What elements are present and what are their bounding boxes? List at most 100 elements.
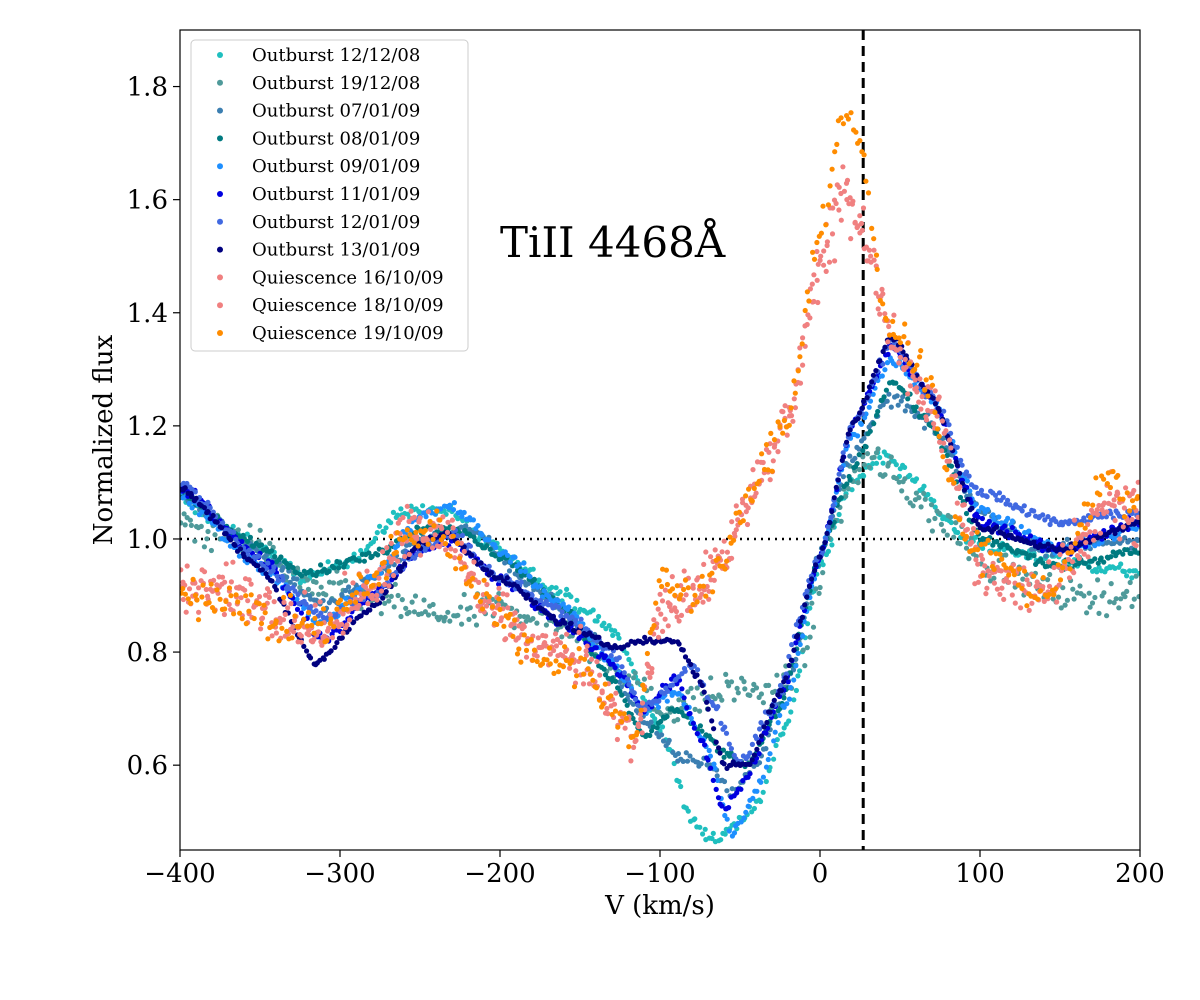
data-point <box>565 625 571 631</box>
data-point <box>516 646 522 652</box>
data-point <box>1060 565 1066 571</box>
data-point <box>985 568 991 574</box>
data-point <box>1085 501 1091 507</box>
data-point <box>678 783 684 790</box>
data-point <box>810 624 817 630</box>
data-point <box>873 460 880 466</box>
data-point <box>378 588 385 594</box>
data-point <box>994 586 1001 592</box>
data-point <box>208 581 214 587</box>
data-point <box>1028 593 1034 599</box>
y-tick-label: 1.8 <box>127 73 168 103</box>
data-point <box>907 383 914 389</box>
data-point <box>710 830 716 837</box>
data-point <box>967 488 973 494</box>
data-point <box>778 688 785 694</box>
data-point <box>728 746 735 752</box>
data-point <box>897 340 904 346</box>
data-point <box>912 366 918 372</box>
data-point <box>674 583 680 589</box>
data-point <box>940 454 946 460</box>
data-point <box>986 573 992 579</box>
data-point <box>613 678 619 685</box>
data-point <box>569 652 576 658</box>
data-point <box>967 492 973 498</box>
data-point <box>1087 604 1093 610</box>
data-point <box>958 457 964 463</box>
data-point <box>1009 548 1015 554</box>
data-point <box>329 635 336 641</box>
data-point <box>1054 599 1060 605</box>
data-point <box>800 633 806 639</box>
data-point <box>383 589 389 595</box>
data-point <box>791 697 797 703</box>
data-point <box>761 724 767 730</box>
data-point <box>343 595 349 601</box>
data-point <box>566 604 572 610</box>
data-point <box>896 335 902 341</box>
data-point <box>1056 582 1062 588</box>
data-point <box>910 503 916 509</box>
data-point <box>968 535 974 541</box>
data-point <box>1077 583 1083 589</box>
data-point <box>675 751 682 757</box>
data-point <box>709 835 715 842</box>
data-point <box>327 620 333 627</box>
data-point <box>847 427 853 433</box>
data-point <box>792 390 798 396</box>
data-point <box>275 577 281 584</box>
data-point <box>963 533 970 540</box>
data-point <box>783 671 789 677</box>
data-point <box>1026 511 1032 517</box>
data-point <box>1055 562 1061 568</box>
data-point <box>954 462 960 468</box>
data-point <box>657 591 663 597</box>
data-point <box>246 547 252 553</box>
data-point <box>721 538 727 544</box>
data-point <box>573 668 579 674</box>
data-point <box>318 621 324 627</box>
data-point <box>194 597 200 603</box>
data-point <box>711 761 717 767</box>
data-point <box>1111 540 1117 547</box>
data-point <box>1120 551 1126 557</box>
data-point <box>722 812 728 819</box>
data-point <box>479 532 485 538</box>
data-point <box>541 588 547 594</box>
data-point <box>688 685 694 691</box>
data-point <box>188 494 195 500</box>
data-point <box>681 695 687 701</box>
data-point <box>1133 573 1139 579</box>
data-point <box>201 544 207 550</box>
data-point <box>289 635 295 641</box>
data-point <box>378 570 384 576</box>
legend-marker <box>217 79 223 86</box>
data-point <box>812 568 818 574</box>
data-point <box>743 509 749 515</box>
data-point <box>786 662 792 669</box>
data-point <box>1065 556 1071 563</box>
data-point <box>979 556 986 562</box>
data-point <box>290 624 296 630</box>
y-axis: 0.60.81.01.21.41.61.8 <box>127 73 180 781</box>
data-point <box>608 653 614 659</box>
data-point <box>866 384 873 390</box>
data-point <box>447 502 453 508</box>
data-point <box>628 758 634 764</box>
data-point <box>964 526 971 532</box>
data-point <box>569 657 575 664</box>
data-point <box>1060 542 1066 548</box>
data-point <box>882 367 888 373</box>
data-point <box>214 519 220 525</box>
data-point <box>1107 599 1113 605</box>
data-point <box>553 643 560 649</box>
data-point <box>186 586 193 592</box>
data-point <box>311 630 317 636</box>
data-point <box>452 548 458 554</box>
data-point <box>291 629 297 635</box>
data-point <box>701 689 707 695</box>
data-point <box>821 262 827 268</box>
data-point <box>630 701 636 707</box>
data-point <box>879 373 885 379</box>
data-point <box>468 583 474 589</box>
